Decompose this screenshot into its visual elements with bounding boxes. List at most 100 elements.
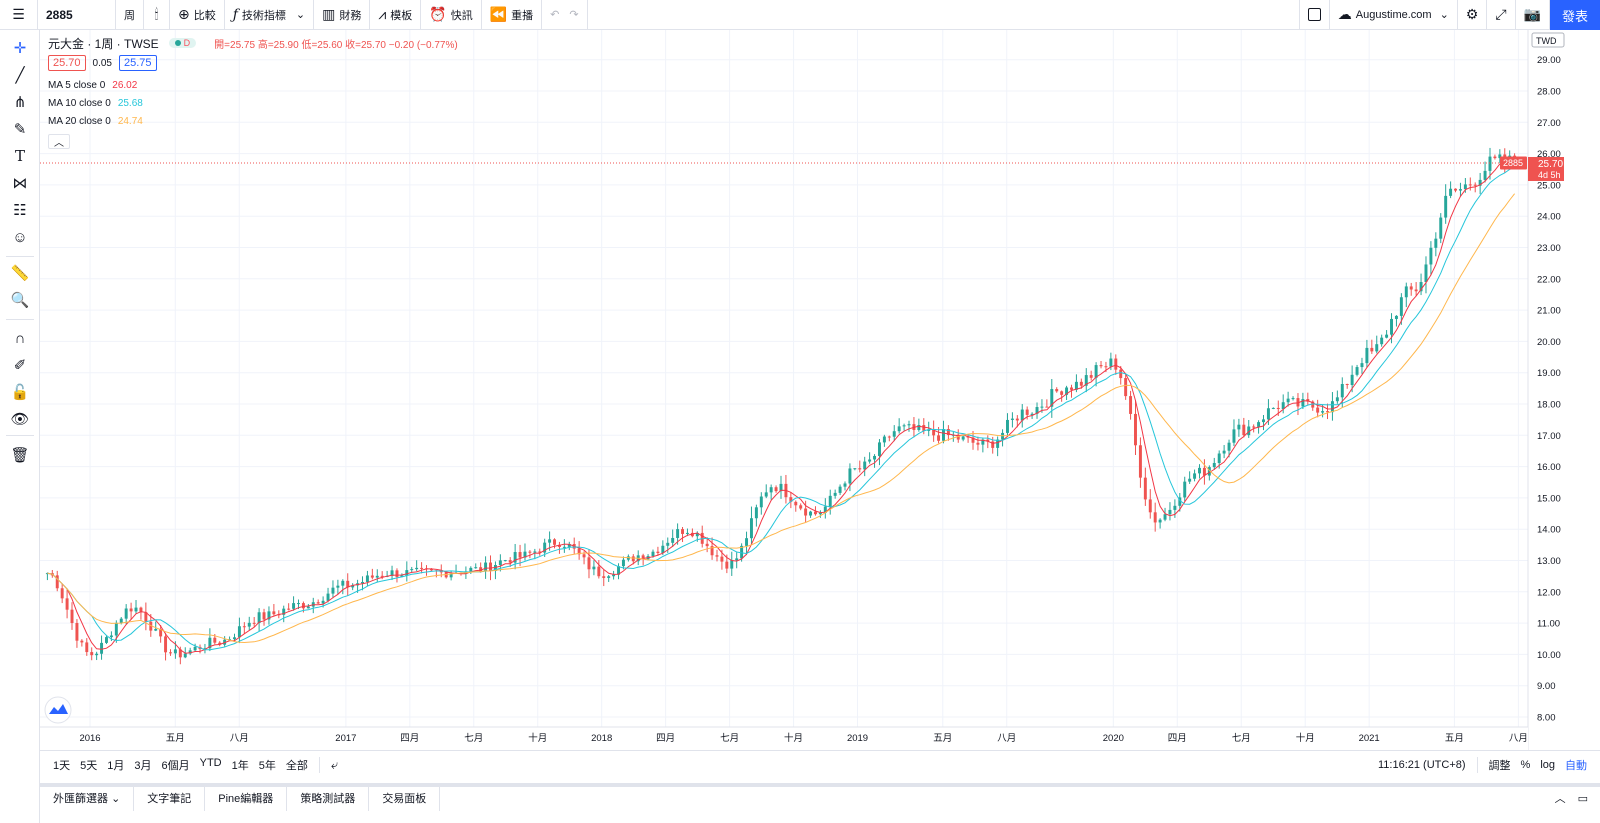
prediction-icon[interactable]: ☷ [13, 202, 27, 219]
range-6[interactable]: 1年 [231, 759, 249, 772]
tv-logo[interactable] [44, 696, 72, 724]
candle-body [164, 636, 168, 653]
ma10-legend[interactable]: MA 10 close 0 25.68 [48, 94, 458, 112]
crosshair-icon[interactable]: ✛ [13, 40, 27, 57]
collapse-legend-button[interactable]: ︿ [48, 133, 70, 149]
eye-icon[interactable]: 👁 [10, 411, 30, 428]
status-badge: D [168, 38, 197, 48]
tab-forex-screener[interactable]: 外匯篩選器 ⌄ [40, 787, 135, 811]
candle-body [395, 570, 399, 578]
candle-body [124, 608, 128, 619]
financials-button[interactable]: ▥ 財務 [314, 0, 371, 30]
candle-body [1434, 238, 1438, 248]
tab-strategy-tester[interactable]: 策略測試器 [287, 787, 370, 811]
range-1[interactable]: 5天 [80, 759, 98, 772]
publish-button[interactable]: 發表 [1550, 0, 1600, 30]
candle-body [705, 543, 709, 547]
ma20-legend[interactable]: MA 20 close 0 24.74 [48, 112, 458, 130]
chart-type-button[interactable]: 🕯 [144, 0, 170, 30]
time-tick: 五月 [166, 733, 185, 744]
templates-button[interactable]: ⩘ 模板 [370, 0, 422, 30]
range-8[interactable]: 全部 [285, 759, 308, 772]
log-toggle[interactable]: log [1540, 758, 1555, 771]
symbol-title[interactable]: 元大金 · 1周 · TWSE [48, 36, 159, 51]
alert-button[interactable]: ⏰ 快訊 [421, 0, 482, 30]
settings-button[interactable]: ⚙ [1458, 0, 1488, 30]
candle-body [1409, 286, 1413, 290]
emoji-icon[interactable]: ☺ [12, 228, 28, 246]
magnet-icon[interactable]: ∩ [14, 329, 26, 347]
clock[interactable]: 11:16:21 (UTC+8) [1377, 758, 1466, 771]
undo-icon[interactable]: ↶ [550, 9, 560, 21]
candle-body [631, 556, 635, 562]
alert-label: 快訊 [450, 9, 473, 22]
ma5-legend[interactable]: MA 5 close 0 26.02 [48, 76, 458, 94]
fullscreen-button[interactable]: ⤢ [1487, 0, 1516, 30]
candle-body [607, 576, 611, 578]
range-3[interactable]: 3月 [134, 759, 152, 772]
candle-body [1345, 384, 1349, 386]
symbol-search[interactable]: 2885 [38, 0, 116, 30]
pitchfork-icon[interactable]: ⋔ [13, 94, 27, 111]
candle-body [523, 551, 527, 558]
snapshot-button[interactable]: 📷 [1516, 0, 1550, 30]
indicators-button[interactable]: ƒ 技術指標 ⌄ [225, 0, 315, 30]
bid-price[interactable]: 25.70 [48, 55, 86, 71]
tab-pine-editor[interactable]: Pine編輯器 [205, 787, 288, 811]
menu-button[interactable]: ☰ [0, 0, 38, 30]
tab-trading-panel[interactable]: 交易面板 [369, 787, 441, 811]
candle-body [843, 483, 847, 487]
trash-icon[interactable]: 🗑 [10, 447, 30, 464]
range-7[interactable]: 5年 [258, 759, 276, 772]
ma20-label: MA 20 close 0 [48, 115, 111, 127]
compare-button[interactable]: ⊕ 比較 [170, 0, 225, 30]
range-2[interactable]: 1月 [107, 759, 125, 772]
candle-body [1153, 512, 1157, 523]
collapse-panel-icon[interactable]: ︿ [1554, 793, 1566, 805]
ma10-value: 25.68 [117, 97, 143, 109]
trendline-icon[interactable]: ╱ [15, 67, 25, 84]
candle-body [764, 492, 768, 497]
ruler-icon[interactable]: 📏 [10, 265, 30, 282]
goto-date-icon[interactable]: ⤶ [330, 756, 339, 772]
toolbar-divider [6, 319, 34, 320]
candle-body [242, 626, 246, 628]
replay-button[interactable]: ⏪ 重播 [482, 0, 543, 30]
time-tick: 七月 [1232, 733, 1251, 744]
range-bar: 1天 5天 1月 3月 6個月 YTD 1年 5年 全部 ⤶ 11:16:21 (UTC+8) … [40, 750, 1600, 778]
layout-button[interactable] [1298, 0, 1330, 30]
tab-text-notes[interactable]: 文字筆記 [134, 787, 206, 811]
fx-icon: ƒ [232, 6, 238, 23]
candle-body [85, 642, 89, 653]
candle-body [114, 622, 118, 636]
candle-body [671, 537, 675, 543]
candle-body [95, 653, 99, 656]
lock-draw-icon[interactable]: ✐ [13, 357, 27, 374]
account-button[interactable]: ☁ Augustime.com ⌄ [1330, 0, 1458, 30]
price-tick: 29.00 [1537, 55, 1561, 66]
range-4[interactable]: 6個月 [161, 759, 190, 772]
interval-button[interactable]: 周 [116, 0, 144, 30]
percent-toggle[interactable]: % [1520, 758, 1531, 771]
pattern-icon[interactable]: ⋈ [12, 175, 28, 192]
currency-box[interactable] [1531, 32, 1565, 48]
range-0[interactable]: 1天 [53, 759, 71, 772]
candle-body [1079, 381, 1083, 386]
price-tick: 15.00 [1537, 493, 1561, 504]
auto-toggle[interactable]: 自動 [1565, 759, 1587, 772]
candle-body [1138, 445, 1142, 478]
text-icon[interactable]: T [14, 147, 25, 165]
lock-icon[interactable]: 🔓 [10, 384, 30, 401]
price-tick: 27.00 [1537, 118, 1561, 129]
zoom-in-icon[interactable]: 🔍 [10, 292, 30, 309]
ask-price[interactable]: 25.75 [119, 55, 157, 71]
adjust-toggle[interactable]: 調整 [1488, 759, 1511, 772]
candle-body [1390, 318, 1393, 335]
brush-icon[interactable]: ✎ [13, 121, 27, 138]
redo-icon[interactable]: ↷ [569, 9, 579, 21]
ma20-line [47, 193, 1515, 644]
candle-body [292, 603, 296, 609]
range-5[interactable]: YTD [199, 756, 222, 769]
maximize-panel-icon[interactable]: ▭ [1577, 793, 1588, 805]
